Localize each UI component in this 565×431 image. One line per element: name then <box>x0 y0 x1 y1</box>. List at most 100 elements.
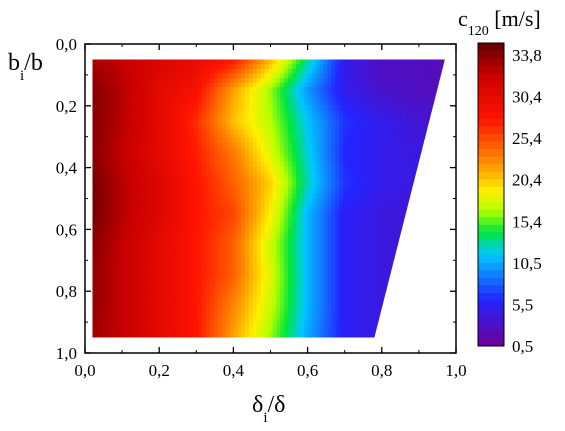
heatmap-cell <box>241 64 246 70</box>
heatmap-cell <box>151 300 156 306</box>
heatmap-cell <box>319 101 325 107</box>
heatmap-cell <box>374 230 379 237</box>
heatmap-cell <box>217 166 223 172</box>
heatmap-cell <box>319 281 325 288</box>
heatmap-cell <box>209 240 215 246</box>
heatmap-cell <box>292 101 297 107</box>
heatmap-cell <box>127 277 133 283</box>
heatmap-cell <box>354 203 360 209</box>
heatmap-cell <box>358 152 364 158</box>
heatmap-cell <box>131 286 137 292</box>
heatmap-cell <box>299 128 305 135</box>
heatmap-cell <box>296 179 301 186</box>
heatmap-cell <box>276 240 281 246</box>
heatmap-cell <box>339 170 344 176</box>
heatmap-cell <box>202 59 207 65</box>
heatmap-cell <box>425 82 430 88</box>
heatmap-cell <box>170 300 176 306</box>
heatmap-cell <box>135 295 141 302</box>
heatmap-cell <box>213 152 219 158</box>
heatmap-cell <box>339 263 344 269</box>
heatmap-cell <box>127 263 133 269</box>
heatmap-cell <box>178 240 184 246</box>
heatmap-cell <box>343 291 348 297</box>
heatmap-cell <box>397 179 403 186</box>
heatmap-cell <box>323 212 328 218</box>
heatmap-cell <box>127 221 133 227</box>
heatmap-cell <box>288 291 293 297</box>
heatmap-cell <box>198 147 203 153</box>
heatmap-cell <box>104 309 109 315</box>
heatmap-cell <box>315 152 321 158</box>
heatmap-cell <box>417 64 422 70</box>
heatmap-cell <box>194 87 199 93</box>
heatmap-cell <box>378 230 383 237</box>
heatmap-cell <box>276 235 281 241</box>
heatmap-cell <box>112 272 117 278</box>
heatmap-cell <box>437 277 442 283</box>
heatmap-cell <box>299 105 305 112</box>
heatmap-cell <box>139 115 144 121</box>
heatmap-cell <box>331 115 336 121</box>
heatmap-cell <box>292 212 297 218</box>
heatmap-cell <box>229 156 234 163</box>
heatmap-cell <box>256 142 262 149</box>
heatmap-cell <box>151 101 156 107</box>
heatmap-cell <box>319 110 325 116</box>
heatmap-cell <box>264 207 270 213</box>
heatmap-cell <box>143 258 148 264</box>
heatmap-cell <box>307 221 313 227</box>
heatmap-cell <box>303 115 309 121</box>
heatmap-cell <box>92 281 97 288</box>
heatmap-cell <box>252 217 258 223</box>
heatmap-cell <box>421 73 426 79</box>
heatmap-cell <box>119 300 125 306</box>
heatmap-cell <box>386 133 391 139</box>
heatmap-cell <box>307 226 313 232</box>
heatmap-cell <box>417 193 422 200</box>
heatmap-cell <box>143 254 148 260</box>
heatmap-cell <box>272 105 278 112</box>
heatmap-cell <box>335 73 340 79</box>
heatmap-cell <box>327 291 332 297</box>
heatmap-cell <box>350 198 356 204</box>
heatmap-cell <box>100 96 105 102</box>
heatmap-cell <box>209 189 215 195</box>
heatmap-cell <box>397 189 403 195</box>
heatmap-cell <box>104 115 109 121</box>
heatmap-cell <box>104 166 109 172</box>
heatmap-cell <box>92 152 97 158</box>
heatmap-cell <box>209 161 215 167</box>
heatmap-cell <box>296 68 301 74</box>
heatmap-cell <box>292 64 297 70</box>
heatmap-cell <box>237 91 242 98</box>
heatmap-cell <box>241 240 246 246</box>
heatmap-cell <box>413 73 419 79</box>
heatmap-cell <box>409 291 415 297</box>
heatmap-cell <box>225 235 231 241</box>
heatmap-cell <box>335 198 340 204</box>
heatmap-cell <box>100 207 105 213</box>
heatmap-cell <box>429 59 434 65</box>
heatmap-cell <box>417 128 422 135</box>
heatmap-cell <box>350 87 356 93</box>
heatmap-cell <box>245 124 250 130</box>
heatmap-cell <box>131 124 137 130</box>
heatmap-cell <box>276 277 281 283</box>
heatmap-cell <box>284 281 289 288</box>
heatmap-cell <box>405 175 411 181</box>
heatmap-cell <box>268 184 274 190</box>
heatmap-cell <box>433 73 438 79</box>
heatmap-cell <box>311 82 317 88</box>
heatmap-cell <box>205 217 211 223</box>
heatmap-cell <box>409 128 415 135</box>
heatmap-cell <box>350 124 356 130</box>
heatmap-cell <box>358 133 364 139</box>
heatmap-cell <box>245 64 250 70</box>
heatmap-cell <box>213 300 219 306</box>
heatmap-cell <box>366 277 372 283</box>
heatmap-cell <box>104 175 109 181</box>
heatmap-cell <box>405 96 411 102</box>
heatmap-cell <box>303 68 309 74</box>
heatmap-cell <box>303 226 309 232</box>
